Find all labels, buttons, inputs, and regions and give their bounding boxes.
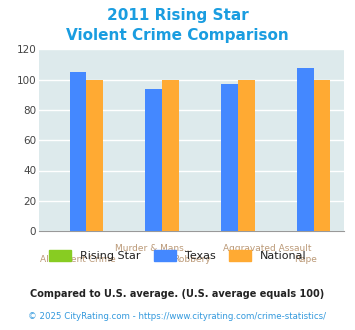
Bar <box>70 72 86 231</box>
Bar <box>86 80 103 231</box>
Legend: Rising Star, Texas, National: Rising Star, Texas, National <box>44 246 311 266</box>
Text: Violent Crime Comparison: Violent Crime Comparison <box>66 28 289 43</box>
Bar <box>314 80 331 231</box>
Text: Aggravated Assault: Aggravated Assault <box>223 244 312 253</box>
Text: Robbery: Robbery <box>173 255 211 264</box>
Text: Murder & Mans...: Murder & Mans... <box>115 244 192 253</box>
Bar <box>238 80 255 231</box>
Bar <box>146 89 162 231</box>
Text: Rape: Rape <box>294 255 317 264</box>
Bar <box>221 84 238 231</box>
Text: All Violent Crime: All Violent Crime <box>40 255 116 264</box>
Text: 2011 Rising Star: 2011 Rising Star <box>106 8 248 23</box>
Bar <box>297 68 314 231</box>
Text: Compared to U.S. average. (U.S. average equals 100): Compared to U.S. average. (U.S. average … <box>31 289 324 299</box>
Bar <box>162 80 179 231</box>
Text: © 2025 CityRating.com - https://www.cityrating.com/crime-statistics/: © 2025 CityRating.com - https://www.city… <box>28 312 327 321</box>
